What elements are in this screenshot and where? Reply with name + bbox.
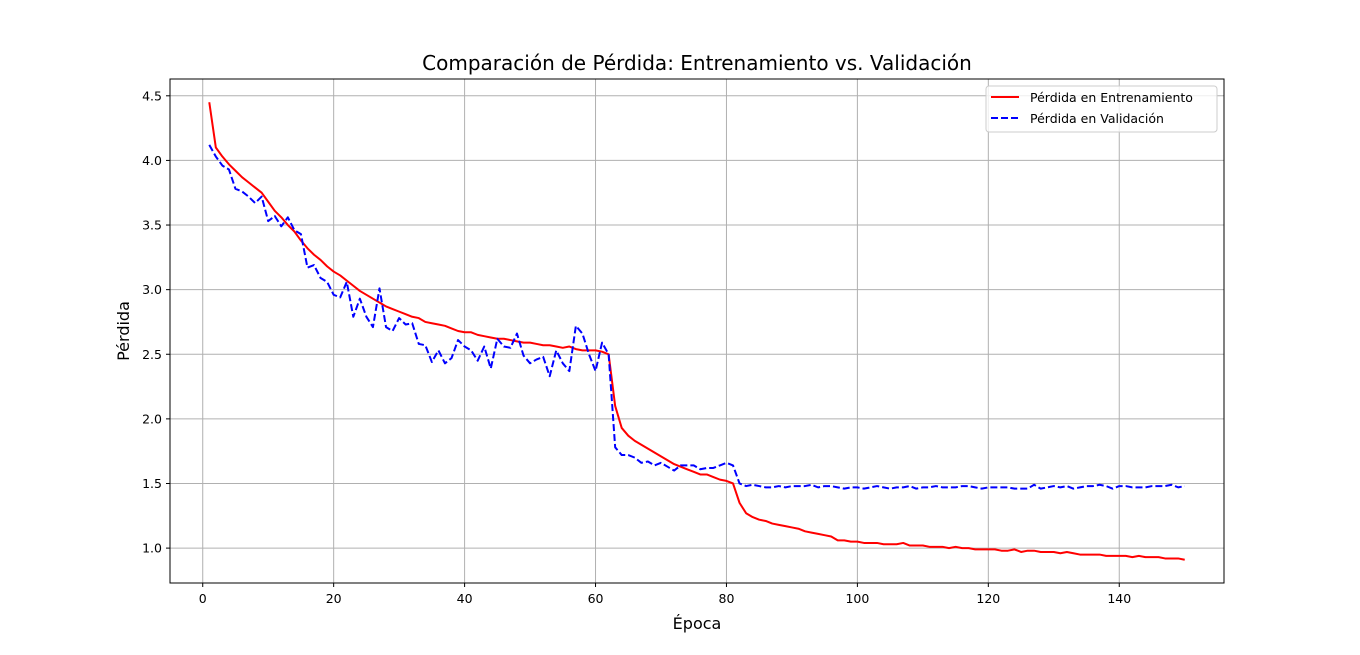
x-axis-title: Época [673, 614, 722, 633]
legend-label-training: Pérdida en Entrenamiento [1030, 90, 1193, 105]
series-layer [208, 102, 1185, 561]
y-tick-label: 1.0 [142, 541, 162, 556]
plot-frame [169, 78, 1225, 584]
training-loss-line [208, 102, 1185, 561]
y-axis-ticks: 1.0 1.5 2.0 2.5 3.0 3.5 4.0 4.5 [142, 88, 170, 556]
y-tick-label: 1.5 [142, 476, 162, 491]
legend: Pérdida en Entrenamiento Pérdida en Vali… [985, 85, 1218, 133]
x-tick-label: 120 [976, 591, 1000, 606]
y-tick-label: 4.5 [142, 88, 162, 103]
x-tick-label: 140 [1107, 591, 1131, 606]
x-tick-label: 60 [588, 591, 604, 606]
x-tick-label: 0 [199, 591, 207, 606]
y-tick-label: 3.0 [142, 282, 162, 297]
x-tick-label: 100 [845, 591, 869, 606]
x-tick-label: 80 [719, 591, 735, 606]
chart-title: Comparación de Pérdida: Entrenamiento vs… [422, 51, 972, 75]
legend-box [985, 85, 1218, 133]
validation-loss-line [208, 144, 1185, 490]
y-tick-label: 2.0 [142, 411, 162, 426]
y-tick-label: 2.5 [142, 347, 162, 362]
y-tick-label: 3.5 [142, 218, 162, 233]
x-tick-label: 40 [457, 591, 473, 606]
y-axis-title: Pérdida [114, 301, 133, 361]
x-tick-label: 20 [326, 591, 342, 606]
y-tick-label: 4.0 [142, 153, 162, 168]
x-axis-ticks: 0 20 40 60 80 100 120 140 [199, 583, 1131, 606]
legend-label-validation: Pérdida en Validación [1030, 111, 1164, 126]
grid-lines [170, 79, 1224, 583]
